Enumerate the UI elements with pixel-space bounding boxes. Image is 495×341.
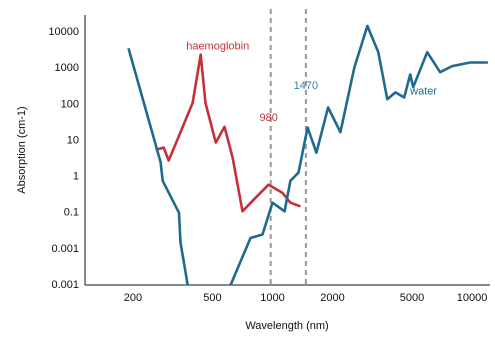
y-tick-label: 100 (61, 98, 79, 110)
y-tick-label: 1 (73, 171, 79, 183)
annotation-label: 1470 (294, 80, 318, 92)
line-series (127, 24, 488, 286)
x-tick-label: 500 (203, 292, 221, 304)
x-tick-label: 1000 (260, 292, 284, 304)
annotation-label: 980 (260, 112, 278, 124)
y-tick-label: 0.001 (51, 279, 79, 291)
series-label: haemoglobin (186, 41, 249, 53)
x-tick-label: 2000 (320, 292, 344, 304)
y-axis-label: Absorption (cm-1) (16, 106, 28, 193)
y-tick-label: 0.001 (51, 243, 79, 255)
y-tick-label: 10000 (48, 26, 79, 38)
y-tick-label: 1000 (55, 62, 79, 74)
x-tick-label: 5000 (400, 292, 424, 304)
x-axis-label: Wavelength (nm) (245, 320, 328, 332)
y-tick-label: 10 (67, 134, 79, 146)
y-tick-label: 0.1 (64, 207, 79, 219)
x-tick-label: 200 (124, 292, 142, 304)
line-series (155, 53, 301, 213)
x-tick-label: 10000 (457, 292, 488, 304)
series-label: water (409, 85, 437, 97)
